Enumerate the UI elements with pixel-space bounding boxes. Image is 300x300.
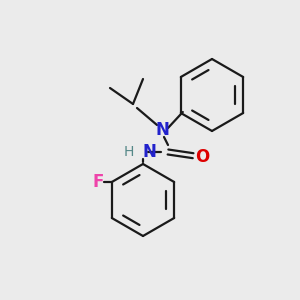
Text: F: F [92, 173, 103, 191]
Text: H: H [124, 145, 134, 159]
Text: N: N [142, 143, 156, 161]
Text: N: N [155, 121, 169, 139]
Text: O: O [195, 148, 209, 166]
